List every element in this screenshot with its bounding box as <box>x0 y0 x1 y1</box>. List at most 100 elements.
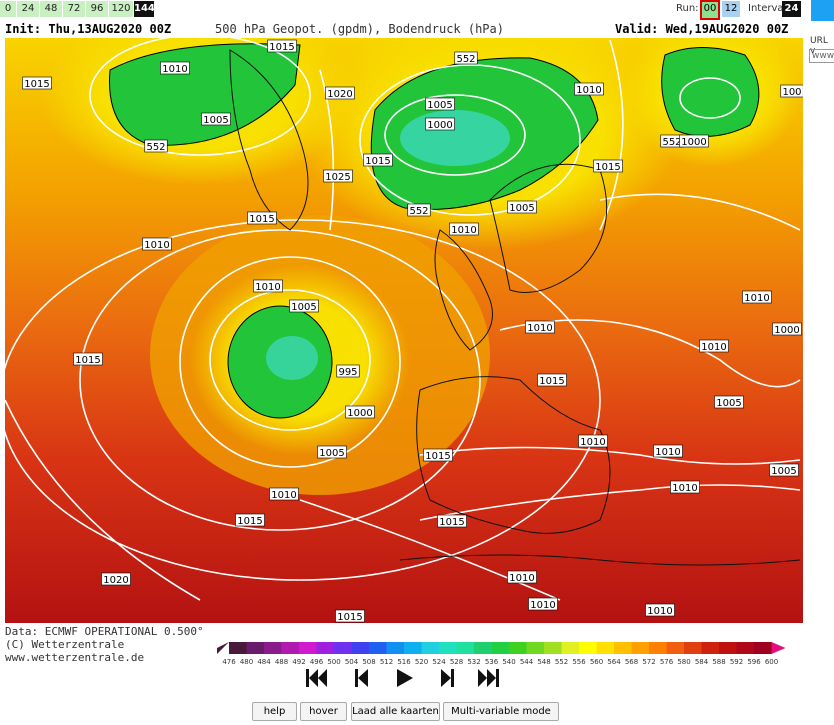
isobar-label: 1010 <box>255 282 280 293</box>
label-box <box>425 97 455 111</box>
hour-button[interactable]: 0 <box>0 1 16 17</box>
isobar-label: 1005 <box>716 398 741 409</box>
scale-swatch <box>754 642 772 654</box>
play-button[interactable] <box>397 669 413 687</box>
help-button[interactable]: help <box>252 702 297 721</box>
scale-label: 484 <box>257 658 271 666</box>
label-box <box>699 339 729 353</box>
isobar-label: 995 <box>338 367 357 378</box>
prev-button[interactable] <box>355 669 368 687</box>
isobar-label: 1020 <box>103 575 128 586</box>
url-label: URL v <box>810 36 828 56</box>
isobar-label: 1000 <box>681 137 706 148</box>
label-box <box>425 117 455 131</box>
isobar-label: 1010 <box>271 490 296 501</box>
isobar-label: 552 <box>409 206 428 217</box>
isobar-label: 1010 <box>655 447 680 458</box>
scale-label: 532 <box>467 658 480 666</box>
scale-arrow <box>771 642 786 654</box>
hour-button[interactable]: 144 <box>134 1 155 17</box>
isobar-label: 1010 <box>530 600 555 611</box>
scale-swatch <box>421 642 440 654</box>
label-box <box>528 597 558 611</box>
isobar-label: 552 <box>456 54 475 65</box>
scale-swatch <box>736 642 755 654</box>
hour-button[interactable]: 72 <box>63 1 85 17</box>
footer: Data: ECMWF OPERATIONAL 0.500° (C) Wette… <box>5 625 204 664</box>
twitter-icon[interactable] <box>811 0 834 21</box>
label-box <box>653 444 683 458</box>
scale-swatch <box>544 642 562 654</box>
init-time: Init: Thu,13AUG2020 00Z <box>5 22 172 36</box>
scale-arrow <box>217 642 229 654</box>
label-box <box>345 405 375 419</box>
scale-swatch <box>299 642 317 654</box>
scale-swatch <box>684 642 702 654</box>
isobar-label: 1015 <box>365 156 390 167</box>
isobar-label: 1005 <box>427 100 452 111</box>
isobar-label: 1015 <box>269 42 294 53</box>
isobar-label: 1010 <box>162 64 187 75</box>
low-area <box>109 43 301 146</box>
scale-label: 596 <box>747 658 761 666</box>
copyright: (C) Wetterzentrale <box>5 638 125 651</box>
load-all-button[interactable]: Laad alle kaarten <box>351 702 440 721</box>
run-button[interactable]: 12 <box>722 1 740 17</box>
scale-label: 516 <box>397 658 411 666</box>
isobar-label: 1015 <box>595 162 620 173</box>
isobar-label: 1015 <box>237 516 262 527</box>
scale-label: 536 <box>485 658 499 666</box>
next-button[interactable] <box>441 669 454 687</box>
scale-swatch <box>719 642 737 654</box>
isobar-label: 1010 <box>144 240 169 251</box>
scale-label: 528 <box>450 658 463 666</box>
label-box <box>73 352 103 366</box>
label-box <box>407 203 431 217</box>
scale-label: 588 <box>712 658 725 666</box>
low-core <box>400 110 510 166</box>
url-input[interactable]: www <box>809 49 834 63</box>
scale-label: 560 <box>590 658 603 666</box>
last-button[interactable] <box>478 669 499 687</box>
label-box <box>101 572 131 586</box>
label-box <box>449 222 479 236</box>
isobar-label: 1020 <box>327 89 352 100</box>
label-box <box>645 603 675 617</box>
label-box <box>142 237 172 251</box>
hover-button[interactable]: hover <box>300 702 347 721</box>
hour-button[interactable]: 24 <box>17 1 39 17</box>
scale-swatch <box>404 642 422 654</box>
label-box <box>267 39 297 53</box>
isobar-label: 1015 <box>337 612 362 623</box>
first-button[interactable] <box>306 669 327 687</box>
isobar-label: 1005 <box>291 302 316 313</box>
multi-variable-button[interactable]: Multi-variable mode <box>443 702 559 721</box>
label-box <box>574 82 604 96</box>
scale-label: 564 <box>607 658 621 666</box>
hour-button[interactable]: 96 <box>86 1 108 17</box>
label-box <box>423 448 453 462</box>
scale-label: 520 <box>415 658 428 666</box>
label-box <box>144 139 168 153</box>
hour-button[interactable]: 120 <box>109 1 133 17</box>
run-button[interactable]: 00 <box>700 0 720 20</box>
low-core <box>266 336 318 380</box>
scale-label: 576 <box>660 658 674 666</box>
scale-swatch <box>509 642 527 654</box>
interval-label: Interval <box>748 3 787 14</box>
isobar-label: 1010 <box>451 225 476 236</box>
label-box <box>437 514 467 528</box>
label-box <box>679 134 709 148</box>
scale-label: 504 <box>345 658 359 666</box>
isobar-label: 1015 <box>425 451 450 462</box>
scale-label: 556 <box>572 658 586 666</box>
isobar-label: 1015 <box>75 355 100 366</box>
scale-swatch <box>614 642 632 654</box>
label-box <box>769 463 799 477</box>
low-area <box>661 47 760 137</box>
isobar-label: 1000 <box>774 325 799 336</box>
hour-button[interactable]: 48 <box>40 1 62 17</box>
interval-value[interactable]: 24 <box>782 1 801 17</box>
label-box <box>454 51 478 65</box>
